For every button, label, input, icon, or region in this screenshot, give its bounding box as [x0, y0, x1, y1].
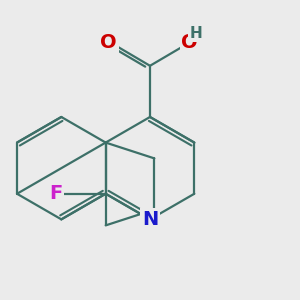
Text: N: N — [142, 210, 158, 229]
Text: O: O — [182, 33, 198, 52]
Text: F: F — [50, 184, 63, 203]
Text: O: O — [100, 33, 117, 52]
Text: H: H — [189, 26, 202, 41]
